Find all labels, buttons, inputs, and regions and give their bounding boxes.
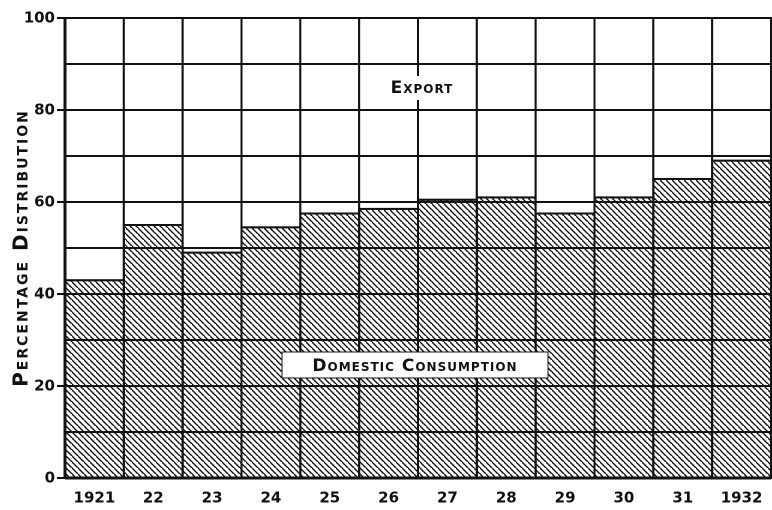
bar-segment: [475, 17, 537, 199]
y-tick-label: 20: [34, 377, 55, 395]
x-tick-label: 22: [143, 489, 164, 507]
bar-segment: [417, 17, 478, 201]
y-axis-label: Percentage Distribution: [9, 109, 33, 387]
bar-segment: [534, 212, 596, 479]
y-tick-label: 80: [34, 101, 55, 119]
bar-segment: [534, 17, 596, 215]
annotation: Domestic Consumption: [312, 356, 517, 376]
y-tick-label: 40: [34, 285, 55, 303]
y-tick-label: 0: [45, 469, 55, 487]
bar-segment: [652, 17, 714, 180]
bar-segment: [417, 198, 478, 479]
bar-segment: [122, 224, 184, 479]
bar-segment: [593, 196, 655, 479]
x-tick-label: 1932: [721, 489, 763, 507]
bar-segment: [299, 17, 361, 215]
bar-segment: [358, 207, 419, 479]
x-tick-label: 28: [496, 489, 517, 507]
bar-segment: [181, 251, 243, 479]
x-tick-label: 31: [672, 489, 693, 507]
bar-segment: [475, 196, 537, 479]
bar-segment: [358, 17, 419, 210]
bar-segment: [652, 178, 714, 479]
overlay: 1921 22 23 24 25 26 27 28 29 30 31 1932 0 20 40 60 80 100…: [24, 9, 771, 507]
x-tick-label: 30: [613, 489, 634, 507]
y-tick-label: 100: [24, 9, 55, 27]
bar-segment: [711, 17, 772, 162]
x-tick-label: 27: [437, 489, 458, 507]
annotation-box: [370, 76, 474, 100]
bar-segment: [64, 279, 125, 480]
annotation-box: [281, 351, 549, 379]
bar-segment: [711, 159, 772, 479]
bar-segment: [64, 17, 125, 282]
x-tick-label: 29: [555, 489, 576, 507]
x-tick-label: 25: [319, 489, 340, 507]
y-tick-label: 60: [34, 193, 55, 211]
bar-segment: [181, 17, 243, 254]
bars: [64, 17, 772, 480]
bar-segment: [593, 17, 655, 199]
annotation: Export: [391, 78, 454, 98]
x-tick-label: 26: [378, 489, 399, 507]
x-tick-label: 23: [202, 489, 223, 507]
x-tick-label: 24: [260, 489, 281, 507]
bar-segment: [240, 17, 302, 229]
x-tick-label: 1921: [74, 489, 116, 507]
bar-segment: [299, 212, 361, 479]
bar-segment: [122, 17, 184, 226]
